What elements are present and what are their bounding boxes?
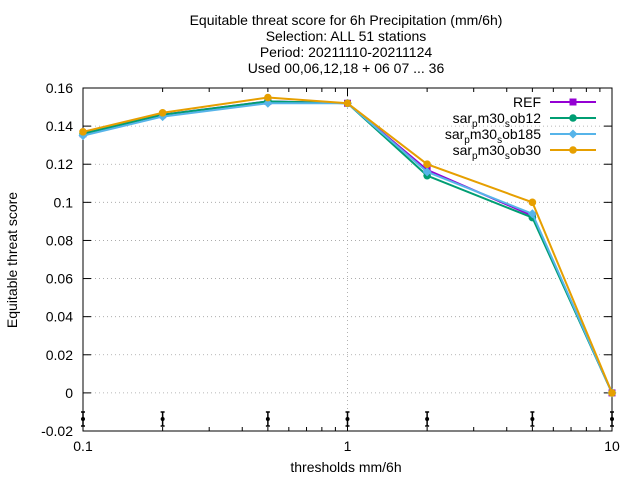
data-point <box>264 93 272 102</box>
x-axis-label: thresholds mm/6h <box>290 459 401 475</box>
error-bar-point <box>345 417 350 421</box>
y-tick-label: 0.16 <box>46 80 73 96</box>
data-point <box>343 99 352 108</box>
data-point <box>528 198 537 207</box>
axis-ticks: -0.02 0 0.02 0.04 0.06 0.08 0.1 0.12 0.14 0.16 0.1… <box>41 80 620 454</box>
series-3 <box>79 93 616 397</box>
data-point <box>158 108 167 117</box>
error-bar-point <box>81 417 85 421</box>
data-point <box>422 167 432 177</box>
error-bar-point <box>610 417 614 421</box>
error-bar-point <box>265 417 270 421</box>
legend-label: sarpm30sob12 <box>453 110 542 130</box>
y-tick-label: 0.04 <box>46 309 73 325</box>
legend-label: sarpm30sob185 <box>445 126 541 146</box>
y-axis-label: Equitable threat score <box>4 192 20 328</box>
data-point <box>79 128 87 136</box>
legend-label: REF <box>513 94 541 110</box>
error-bar-point <box>160 417 165 421</box>
y-tick-label: 0.1 <box>54 194 74 210</box>
error-bar-point <box>530 417 535 421</box>
y-tick-label: 0.02 <box>46 347 73 363</box>
title-line-4: Used 00,06,12,18 + 06 07 ... 36 <box>248 60 445 76</box>
y-tick-label: 0.06 <box>46 271 73 287</box>
title-line-1: Equitable threat score for 6h Precipitat… <box>190 12 503 28</box>
x-tick-label: 0.1 <box>73 438 93 454</box>
title-line-3: Period: 20211110-20211124 <box>260 44 433 60</box>
series-group <box>78 93 617 398</box>
legend-marker <box>569 146 577 154</box>
error-bars <box>81 411 614 427</box>
title-line-2: Selection: ALL 51 stations <box>266 28 427 44</box>
y-tick-label: 0.12 <box>46 156 73 172</box>
y-tick-label: 0.08 <box>46 232 73 248</box>
x-tick-label: 10 <box>604 438 620 454</box>
data-point <box>423 160 431 169</box>
y-tick-label: 0.14 <box>46 118 73 134</box>
data-point <box>527 209 537 219</box>
legend-marker <box>569 114 577 122</box>
grid-lines <box>83 88 612 431</box>
data-point <box>608 389 616 397</box>
legend-marker <box>568 129 578 139</box>
x-tick-label: 1 <box>344 438 352 454</box>
chart-title: Equitable threat score for 6h Precipitat… <box>190 12 503 76</box>
legend-label: sarpm30sob30 <box>453 142 542 162</box>
y-tick-label: -0.02 <box>41 423 73 439</box>
data-point <box>263 98 273 108</box>
y-tick-label: 0 <box>65 385 73 401</box>
error-bar-point <box>425 417 430 421</box>
legend-marker <box>569 98 577 106</box>
